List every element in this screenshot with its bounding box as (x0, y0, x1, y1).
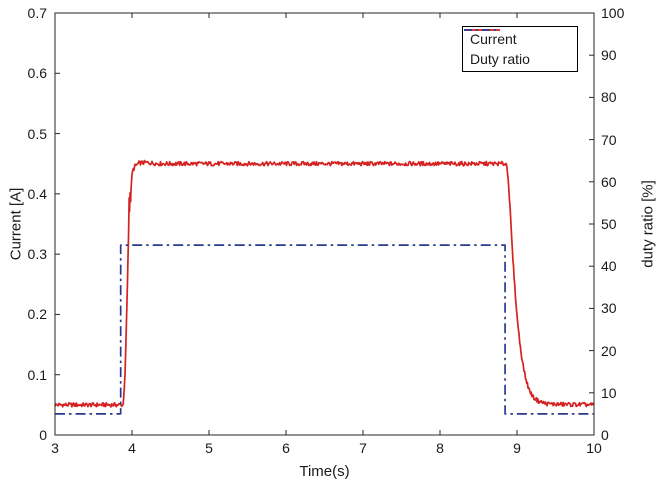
y-left-tick-label: 0 (39, 427, 47, 443)
legend-label-current: Current (470, 30, 517, 47)
legend-label-duty-ratio: Duty ratio (470, 51, 530, 68)
x-tick-label: 9 (513, 440, 521, 456)
plot-border (54, 12, 595, 436)
y-right-tick-label: 50 (601, 216, 617, 232)
x-tick-label: 3 (51, 440, 59, 456)
x-axis-title: Time(s) (299, 463, 350, 480)
right-y-axis-title: duty ratio [%] (639, 180, 657, 268)
y-left-tick-label: 0.2 (27, 306, 47, 323)
x-tick-label: 7 (359, 440, 367, 456)
y-left-tick-label: 0.5 (27, 125, 47, 142)
y-left-tick-label: 0.1 (27, 366, 47, 383)
y-right-tick-label: 30 (601, 300, 617, 317)
y-right-tick-label: 0 (601, 427, 609, 443)
y-left-tick-label: 0.3 (27, 246, 47, 263)
legend-item-duty-ratio: Duty ratio (464, 29, 577, 68)
y-right-tick-label: 40 (601, 258, 617, 275)
x-tick-label: 4 (128, 440, 136, 456)
y-right-tick-label: 20 (601, 342, 617, 359)
y-right-tick-label: 100 (601, 5, 625, 21)
duty-ratio-line-swatch (464, 29, 500, 31)
x-tick-label: 10 (586, 440, 602, 456)
y-left-tick-label: 0.7 (27, 5, 47, 21)
y-left-tick-label: 0.4 (27, 185, 47, 202)
y-left-tick-label: 0.6 (27, 65, 47, 82)
y-right-tick-label: 60 (601, 173, 617, 190)
y-right-tick-label: 70 (601, 131, 617, 148)
y-right-tick-label: 90 (601, 47, 617, 64)
y-right-tick-label: 80 (601, 89, 617, 106)
y-right-tick-label: 10 (601, 384, 617, 401)
current-line (54, 159, 595, 408)
x-tick-label: 6 (282, 440, 290, 456)
x-tick-label: 5 (205, 440, 213, 456)
x-tick-label: 8 (436, 440, 444, 456)
legend: Current Duty ratio (462, 26, 578, 72)
duty-ratio-line (55, 244, 594, 415)
